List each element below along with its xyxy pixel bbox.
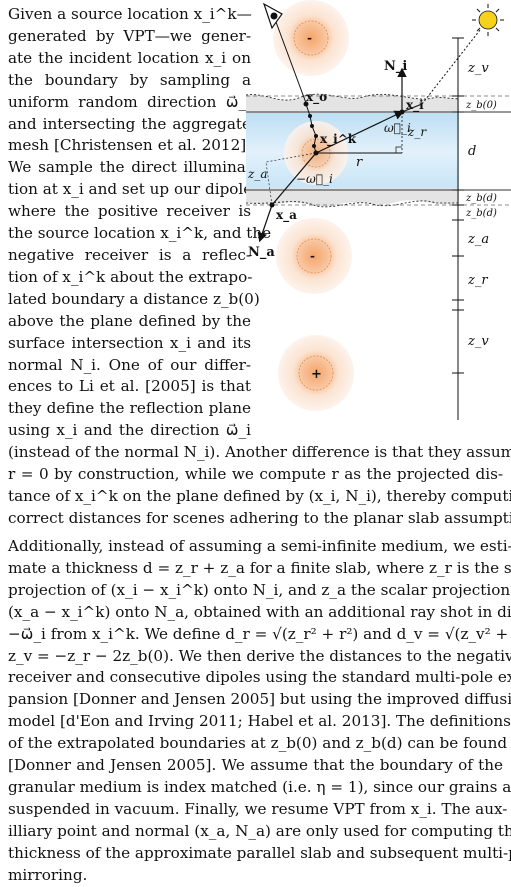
text-line: surface intersection x_i and its	[8, 333, 251, 355]
label-xi: x_i	[406, 98, 424, 113]
label-zbd: z_b(d)	[465, 208, 497, 219]
text-line: receiver and consecutive dipoles using t…	[8, 667, 503, 689]
text-line: using x_i and the direction ω⃗_i	[8, 420, 251, 442]
label-d: d	[468, 144, 476, 159]
label-zr: z_r	[407, 125, 427, 139]
text-line: illiary point and normal (x_a, N_a) are …	[8, 821, 503, 843]
plus-sign-label: +	[311, 367, 322, 382]
text-line: where the positive receiver is	[8, 201, 251, 223]
text-line: ences to Li et al. [2005] is that	[8, 376, 251, 398]
label-ni: N_i	[384, 59, 407, 74]
text-line: [Donner and Jensen 2005]. We assume that…	[8, 755, 503, 777]
text-line: z_v = −z_r − 2z_b(0). We then derive the…	[8, 646, 503, 668]
text-line: normal N_i. One of our differ-	[8, 355, 251, 377]
text-line: correct distances for scenes adhering to…	[8, 508, 503, 530]
paper-page: Given a source location x_i^k— generated…	[0, 0, 511, 853]
text-line: −ω⃗_i from x_i^k. We define d_r = √(z_r²…	[8, 624, 503, 646]
label-zr: z_r	[467, 273, 488, 288]
text-line: Given a source location x_i^k—	[8, 4, 251, 26]
label-zb0: z_b(0)	[465, 100, 497, 111]
label-zv: z_v	[467, 334, 489, 349]
label-omega: ω⃗_i	[384, 121, 411, 135]
text-line: mate a thickness d = z_r + z_a for a fin…	[8, 558, 503, 580]
minus-sign-label: -	[307, 31, 312, 45]
text-line: mesh [Christensen et al. 2012].	[8, 135, 251, 157]
text-line: granular medium is index matched (i.e. η…	[8, 777, 503, 799]
label-zbd: z_b(d)	[465, 193, 497, 204]
text-line: projection of (x_i − x_i^k) onto N_i, an…	[8, 580, 503, 602]
text-line: and intersecting the aggregate	[8, 114, 251, 136]
negative-dipole-bottom: -	[276, 218, 352, 294]
text-line: Additionally, instead of assuming a semi…	[8, 536, 503, 558]
text-line: lated boundary a distance z_b(0)	[8, 289, 251, 311]
text-line: they define the reflection plane	[8, 398, 251, 420]
positive-dipole-bottom: +	[278, 335, 354, 411]
text-line: the source location x_i^k, and the	[8, 223, 251, 245]
label-na: N_a	[248, 245, 275, 260]
text-line: (x_a − x_i^k) onto N_a, obtained with an…	[8, 602, 503, 624]
text-line: the boundary by sampling a	[8, 70, 251, 92]
label-xa: x_a	[276, 208, 297, 223]
paragraph-2: Additionally, instead of assuming a semi…	[8, 536, 503, 887]
text-line: tion of x_i^k about the extrapo-	[8, 267, 251, 289]
label-xik: x_i^k	[320, 132, 357, 147]
label-minus-omega: −ω⃗_i	[296, 172, 333, 186]
text-line: tion at x_i and set up our dipoles,	[8, 179, 251, 201]
text-line: tance of x_i^k on the plane defined by (…	[8, 486, 503, 508]
text-line: generated by VPT—we gener-	[8, 26, 251, 48]
text-line: thickness of the approximate parallel sl…	[8, 843, 503, 865]
minus-sign-label: -	[310, 249, 315, 263]
text-line: We sample the direct illumina-	[8, 157, 251, 179]
label-zv: z_v	[467, 61, 489, 76]
text-line: r = 0 by construction, while we compute …	[8, 464, 503, 486]
negative-dipole-top: -	[273, 0, 349, 76]
text-line: pansion [Donner and Jensen 2005] but usi…	[8, 689, 503, 711]
label-r: r	[356, 155, 363, 170]
text-line: of the extrapolated boundaries at z_b(0)…	[8, 733, 503, 755]
sun-icon	[472, 4, 504, 36]
normal-na	[260, 205, 272, 240]
dipole-diagram: - - +	[246, 0, 511, 460]
text-line: ate the incident location x_i on	[8, 48, 251, 70]
text-line: mirroring.	[8, 865, 503, 887]
label-za-left: z_a	[247, 167, 267, 181]
slab-medium	[246, 108, 459, 196]
label-za: z_a	[467, 232, 489, 247]
text-line: suspended in vacuum. Finally, we resume …	[8, 799, 503, 821]
text-line: model [d'Eon and Irving 2011; Habel et a…	[8, 711, 503, 733]
label-xo: x_o	[306, 90, 327, 105]
text-line: above the plane defined by the	[8, 311, 251, 333]
text-line: negative receiver is a reflec-	[8, 245, 251, 267]
text-line: uniform random direction ω⃗_i	[8, 92, 251, 114]
paragraph-left-column: Given a source location x_i^k— generated…	[8, 4, 251, 442]
